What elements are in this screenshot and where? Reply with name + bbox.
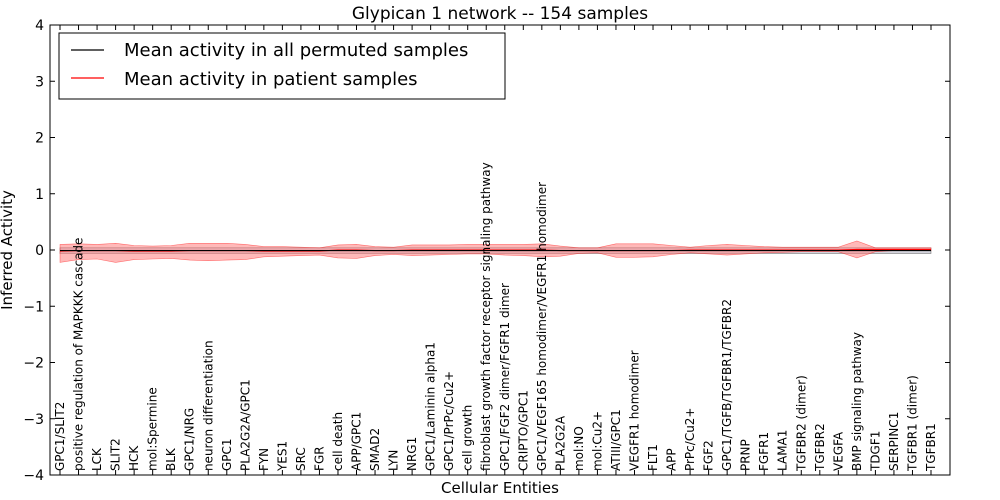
x-tick-label: GPC1/FGF2 dimer/FGFR1 dimer	[498, 283, 512, 471]
y-tick-label: −3	[23, 412, 44, 428]
series-lines	[59, 248, 931, 252]
chart-title: Glypican 1 network -- 154 samples	[352, 4, 648, 24]
x-tick-label: TDGF1	[868, 431, 882, 472]
x-tick-label: fibroblast growth factor receptor signal…	[479, 162, 493, 471]
x-tick-label: SLIT2	[109, 438, 123, 471]
x-tick-label: FGF2	[702, 440, 716, 471]
x-tick-label: CRIPTO/GPC1	[516, 390, 530, 471]
legend-box	[58, 32, 506, 100]
band-series-1	[59, 240, 932, 263]
x-tick-label: NRG1	[405, 437, 419, 471]
x-tick-label: TGFBR2	[813, 423, 827, 472]
x-tick-label: GPC1/VEGF165 homodimer/VEGFR1 homodimer	[535, 182, 549, 471]
y-tick-label: 2	[35, 131, 44, 147]
y-tick-label: −1	[23, 299, 44, 315]
y-tick-label: −4	[23, 468, 44, 484]
x-tick-label: ATIII/GPC1	[609, 409, 623, 471]
x-tick-label: BLK	[164, 447, 178, 471]
x-tick-label: APP/GPC1	[350, 412, 364, 471]
x-tick-label: SERPINC1	[887, 412, 901, 471]
x-tick-label: mol:NO	[572, 426, 586, 471]
x-tick-label: VEGFA	[831, 431, 845, 471]
y-tick-label: 0	[35, 243, 44, 259]
x-tick-label: FYN	[257, 448, 271, 471]
x-tick-label: TGFBR1 (dimer)	[906, 375, 920, 472]
x-tick-label: TGFBR1	[924, 423, 938, 472]
x-tick-label: HCK	[127, 445, 141, 471]
x-tick-label: GPC1/NRG	[183, 408, 197, 471]
y-axis: −4 −3 −2 −1 0 1 2 3 4	[23, 18, 950, 484]
x-tick-label: GPC1	[220, 438, 234, 471]
x-tick-label: PrPc/Cu2+	[683, 407, 697, 471]
legend-label-permuted: Mean activity in all permuted samples	[124, 40, 468, 61]
x-tick-label: SMAD2	[368, 428, 382, 471]
x-tick-label: FGR	[312, 446, 326, 471]
x-tick-label: GPC1/PrPc/Cu2+	[442, 371, 456, 471]
x-tick-label: SRC	[294, 447, 308, 471]
x-tick-label: FLT1	[646, 444, 660, 471]
y-tick-label: 4	[35, 18, 44, 34]
x-tick-label: PLA2G2A/GPC1	[238, 379, 252, 471]
x-tick-label: mol:Cu2+	[590, 411, 604, 471]
legend: Mean activity in all permuted samples Me…	[58, 32, 506, 100]
x-tick-label: neuron differentiation	[201, 340, 215, 471]
x-tick-label: FGFR1	[757, 432, 771, 471]
x-tick-label: GPC1/Laminin alpha1	[424, 342, 438, 471]
x-tick-label: cell growth	[461, 405, 475, 471]
x-tick-label: TGFBR2 (dimer)	[794, 375, 808, 472]
x-tick-label: LCK	[90, 447, 104, 471]
y-axis-title: Inferred Activity	[0, 190, 16, 310]
x-tick-label: GPC1/SLIT2	[53, 402, 67, 471]
y-tick-label: 1	[35, 187, 44, 203]
x-tick-label: LYN	[387, 450, 401, 471]
legend-label-patient: Mean activity in patient samples	[124, 69, 418, 90]
confidence-bands	[59, 240, 932, 263]
y-tick-label: 3	[35, 74, 44, 90]
x-tick-label: PLA2G2A	[553, 415, 567, 471]
y-tick-label: −2	[23, 356, 44, 372]
x-tick-label: VEGFR1 homodimer	[628, 350, 642, 471]
x-tick-label: APP	[665, 448, 679, 471]
x-tick-label: LAMA1	[776, 430, 790, 471]
x-tick-label: positive regulation of MAPKKK cascade	[72, 238, 86, 471]
x-tick-label: PRNP	[739, 439, 753, 471]
x-tick-label: mol:Spermine	[146, 387, 160, 471]
x-tick-label: YES1	[275, 441, 289, 472]
x-tick-label: BMP signaling pathway	[850, 332, 864, 471]
x-tick-label: cell death	[331, 412, 345, 471]
x-tick-label: GPC1/TGFB/TGFBR1/TGFBR2	[720, 299, 734, 471]
x-axis-title: Cellular Entities	[441, 479, 559, 497]
x-axis: GPC1/SLIT2 positive regulation of MAPKKK …	[53, 25, 938, 475]
